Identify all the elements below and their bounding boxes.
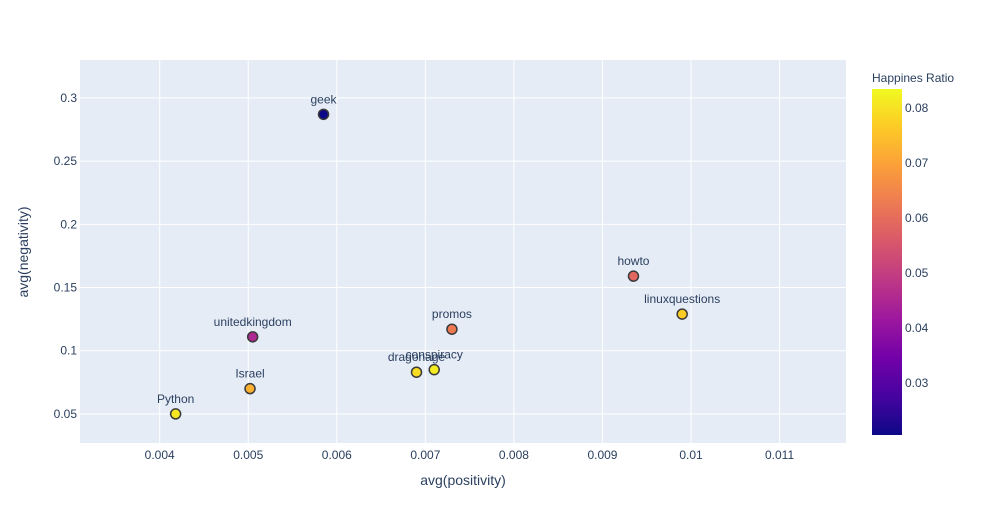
point-label: promos [432,307,472,321]
scatter-point [446,323,458,335]
colorbar-tick-label: 0.05 [905,266,929,280]
x-tick-label: 0.007 [410,448,440,462]
y-tick-label: 0.05 [54,407,78,421]
x-tick-label: 0.011 [765,448,794,462]
scatter-point [246,331,259,343]
scatter-point [428,363,440,376]
y-tick-label: 0.25 [54,154,78,168]
colorbar-title: Happines Ratio [872,71,954,85]
point-label: howto [617,254,649,268]
x-tick-label: 0.004 [145,448,175,462]
colorbar-tick-label: 0.04 [905,321,929,335]
point-label: unitedkingdom [214,315,292,329]
scatter-points [169,108,688,420]
y-tick-label: 0.1 [60,344,77,358]
scatter-point [410,366,423,378]
y-tick-label: 0.3 [60,91,77,105]
scatter-point [676,308,688,320]
colorbar [872,89,902,435]
x-axis-ticks: 0.004 0.005 0.006 0.007 0.008 0.009 0.01 0.011 [145,448,795,462]
scatter-point [627,270,640,282]
x-tick-label: 0.006 [322,448,352,462]
colorbar-tick-label: 0.03 [905,376,929,390]
scatter-point [317,108,330,121]
x-axis-title: avg(positivity) [420,472,506,488]
point-label: geek [311,92,338,106]
y-tick-label: 0.15 [54,281,78,295]
y-axis-title: avg(negativity) [15,206,31,297]
colorbar-ticks: 0.03 0.04 0.05 0.06 0.07 0.08 [905,101,929,390]
point-label: dragonage [388,350,446,364]
scatter-point [244,382,256,395]
colorbar-tick-label: 0.07 [905,156,929,170]
scatter-point [169,408,182,420]
point-labels: geek howto linuxquestions promos unitedkingd… [157,92,720,406]
y-gridlines [80,97,846,415]
x-tick-label: 0.008 [499,448,529,462]
y-tick-label: 0.2 [60,217,77,231]
colorbar-tick-label: 0.06 [905,211,929,225]
point-label: Python [157,392,194,406]
x-tick-label: 0.005 [233,448,263,462]
point-label: linuxquestions [644,292,720,306]
y-axis-ticks: 0.05 0.1 0.15 0.2 0.25 0.3 [54,91,78,421]
plot-background [80,60,846,443]
colorbar-tick-label: 0.08 [905,101,929,115]
point-label: Israel [235,367,264,381]
x-gridlines [159,60,781,443]
x-tick-label: 0.009 [587,448,617,462]
x-tick-label: 0.01 [679,448,703,462]
point-label: conspiracy [406,348,463,362]
